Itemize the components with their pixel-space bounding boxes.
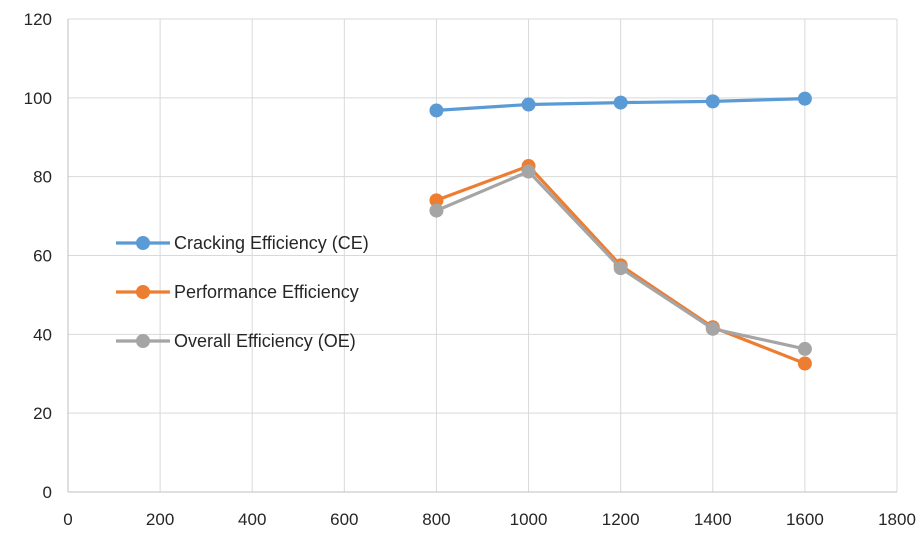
x-tick-label: 1400 bbox=[694, 510, 732, 529]
data-point bbox=[705, 94, 720, 109]
legend-label: Cracking Efficiency (CE) bbox=[174, 233, 369, 253]
x-tick-label: 1200 bbox=[602, 510, 640, 529]
legend-label: Overall Efficiency (OE) bbox=[174, 331, 356, 351]
data-point bbox=[521, 164, 536, 179]
data-point bbox=[613, 95, 628, 110]
x-tick-label: 800 bbox=[422, 510, 450, 529]
legend-item: Performance Efficiency bbox=[116, 282, 359, 302]
y-tick-label: 20 bbox=[33, 404, 52, 423]
x-tick-label: 1000 bbox=[510, 510, 548, 529]
data-point bbox=[429, 203, 444, 218]
y-tick-label: 100 bbox=[24, 89, 52, 108]
data-point bbox=[797, 91, 812, 106]
series-3 bbox=[429, 164, 812, 356]
y-tick-label: 80 bbox=[33, 168, 52, 187]
legend-marker bbox=[136, 285, 150, 299]
legend-item: Overall Efficiency (OE) bbox=[116, 331, 356, 351]
y-tick-label: 120 bbox=[24, 10, 52, 29]
y-tick-label: 60 bbox=[33, 247, 52, 266]
series-1 bbox=[429, 91, 812, 118]
x-tick-label: 1800 bbox=[878, 510, 916, 529]
data-point bbox=[705, 321, 720, 336]
y-tick-label: 0 bbox=[43, 483, 52, 502]
legend-marker bbox=[136, 334, 150, 348]
legend-label: Performance Efficiency bbox=[174, 282, 359, 302]
data-point bbox=[521, 97, 536, 112]
x-tick-label: 200 bbox=[146, 510, 174, 529]
x-tick-label: 400 bbox=[238, 510, 266, 529]
legend-item: Cracking Efficiency (CE) bbox=[116, 233, 369, 253]
y-tick-label: 40 bbox=[33, 325, 52, 344]
legend-marker bbox=[136, 236, 150, 250]
gridlines bbox=[68, 18, 898, 492]
x-tick-label: 1600 bbox=[786, 510, 824, 529]
data-point bbox=[797, 356, 812, 371]
legend: Cracking Efficiency (CE) Performance Effi… bbox=[116, 233, 369, 351]
data-point bbox=[797, 341, 812, 356]
data-point bbox=[429, 103, 444, 118]
series-group bbox=[429, 91, 812, 371]
data-point bbox=[613, 261, 628, 276]
data-point bbox=[429, 193, 444, 208]
x-tick-label: 600 bbox=[330, 510, 358, 529]
x-tick-label: 0 bbox=[63, 510, 72, 529]
